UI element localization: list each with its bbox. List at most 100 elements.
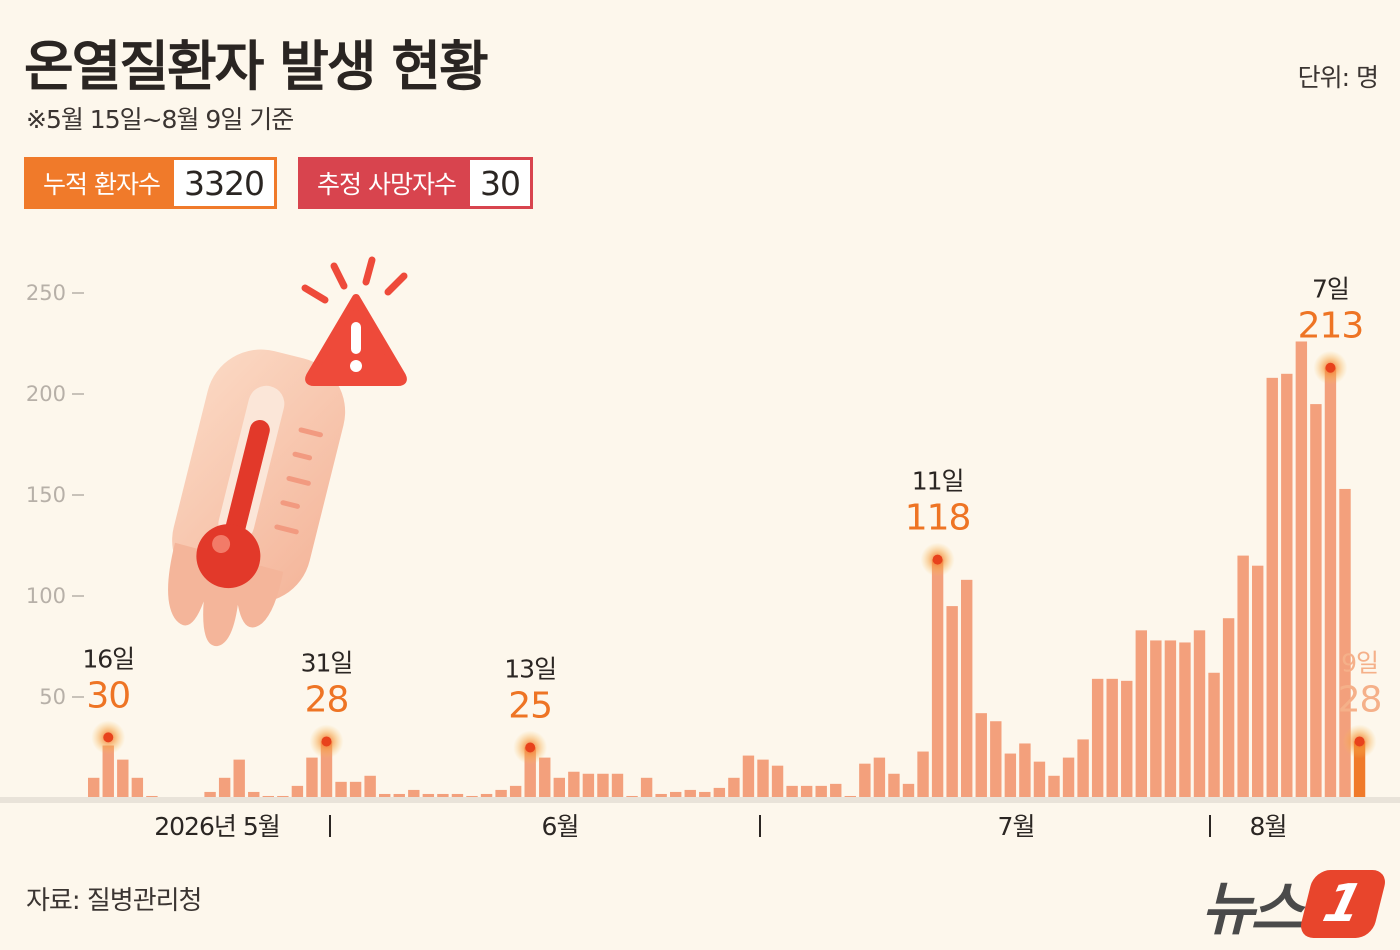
bar: [1310, 404, 1322, 798]
bar: [1062, 757, 1075, 798]
bar: [102, 745, 114, 798]
peak-dot: [1354, 736, 1365, 747]
bar: [670, 791, 682, 798]
y-axis: 50 100 150 200 250: [26, 281, 84, 709]
date-range-note: ※5월 15일~8월 9일 기준: [26, 105, 294, 134]
bar: [524, 747, 536, 798]
peak-value-label: 28: [305, 679, 349, 720]
month-label: 2026년 5월: [154, 812, 279, 841]
bar: [437, 793, 449, 798]
logo-mark: 1: [1297, 870, 1389, 938]
bar: [422, 793, 435, 798]
bar: [975, 713, 987, 798]
unit-label: 단위: 명: [1297, 63, 1379, 92]
bar: [277, 795, 289, 798]
bar-series: [88, 341, 1366, 798]
bar: [364, 775, 376, 798]
logo-text: 뉴스: [1201, 875, 1304, 943]
bar: [699, 791, 711, 798]
bar: [931, 559, 944, 798]
bar: [1222, 618, 1235, 798]
bar: [1135, 630, 1147, 798]
peak-value-label: 30: [86, 675, 130, 716]
bar: [379, 793, 391, 798]
bar: [1121, 680, 1133, 798]
baseline: [0, 797, 1400, 803]
deaths-value: 30: [469, 160, 530, 206]
peak-dot: [932, 554, 943, 565]
peak-dot: [103, 732, 114, 743]
bar: [248, 791, 260, 798]
bar: [553, 777, 565, 798]
bar: [1106, 678, 1118, 798]
bar: [830, 783, 842, 798]
month-label: 8월: [1250, 812, 1287, 841]
y-tick-label: 250: [26, 281, 66, 305]
bar: [1353, 741, 1366, 798]
bar: [306, 757, 318, 798]
bar: [1266, 377, 1278, 798]
cumulative-cases-badge: 누적 환자수 3320: [24, 157, 277, 209]
bar: [1077, 739, 1089, 798]
bar: [844, 795, 856, 798]
bar: [990, 721, 1002, 798]
bar: [800, 785, 813, 798]
bar: [1237, 555, 1249, 798]
bar: [335, 781, 347, 798]
bar: [640, 777, 653, 798]
bar: [961, 579, 973, 798]
cases-label: 누적 환자수: [27, 160, 174, 206]
bar: [1048, 775, 1060, 798]
bar: [1324, 367, 1337, 798]
bar: [902, 783, 915, 798]
source-note: 자료: 질병관리청: [26, 886, 202, 916]
peak-dot: [1325, 362, 1336, 373]
bar: [1150, 640, 1162, 798]
peak-dot: [525, 742, 536, 753]
peak-day-label: 31일: [301, 648, 353, 677]
bar: [786, 785, 798, 798]
y-tick-label: 100: [26, 584, 66, 608]
bar: [218, 777, 231, 798]
bar: [815, 785, 827, 798]
bar: [597, 773, 609, 798]
peak-value-label: 28: [1338, 679, 1382, 720]
bar: [611, 773, 624, 798]
bar: [117, 759, 129, 798]
bar: [873, 757, 886, 798]
bar: [742, 755, 755, 798]
bar: [1208, 672, 1220, 798]
bar: [451, 793, 464, 798]
bar: [320, 741, 333, 798]
bar: [1179, 642, 1191, 798]
bar: [888, 773, 900, 798]
bar: [1004, 753, 1017, 798]
bar: [262, 795, 274, 798]
bar: [757, 759, 769, 798]
thermometer-icon: [168, 349, 346, 647]
page-title: 온열질환자 발생 현황: [24, 35, 489, 98]
bar: [146, 795, 158, 798]
peak-day-label: 16일: [82, 644, 134, 673]
peak-day-label: 11일: [912, 467, 964, 496]
bar: [1252, 565, 1264, 798]
bar: [495, 789, 507, 798]
bar: [771, 765, 784, 798]
peak-value-label: 25: [508, 686, 552, 727]
bar: [1281, 373, 1293, 798]
bar: [1033, 761, 1046, 798]
bar: [233, 759, 245, 798]
bar: [713, 787, 726, 798]
peak-value-label: 213: [1298, 306, 1364, 347]
bar: [349, 781, 362, 798]
bar: [466, 795, 478, 798]
bar: [408, 789, 420, 798]
peak-day-label: 13일: [504, 655, 556, 684]
peak-day-label: 9일: [1341, 648, 1378, 677]
bar: [204, 791, 216, 798]
month-label: 6월: [542, 812, 579, 841]
warning-icon: [301, 256, 408, 386]
y-tick-label: 50: [39, 685, 66, 709]
